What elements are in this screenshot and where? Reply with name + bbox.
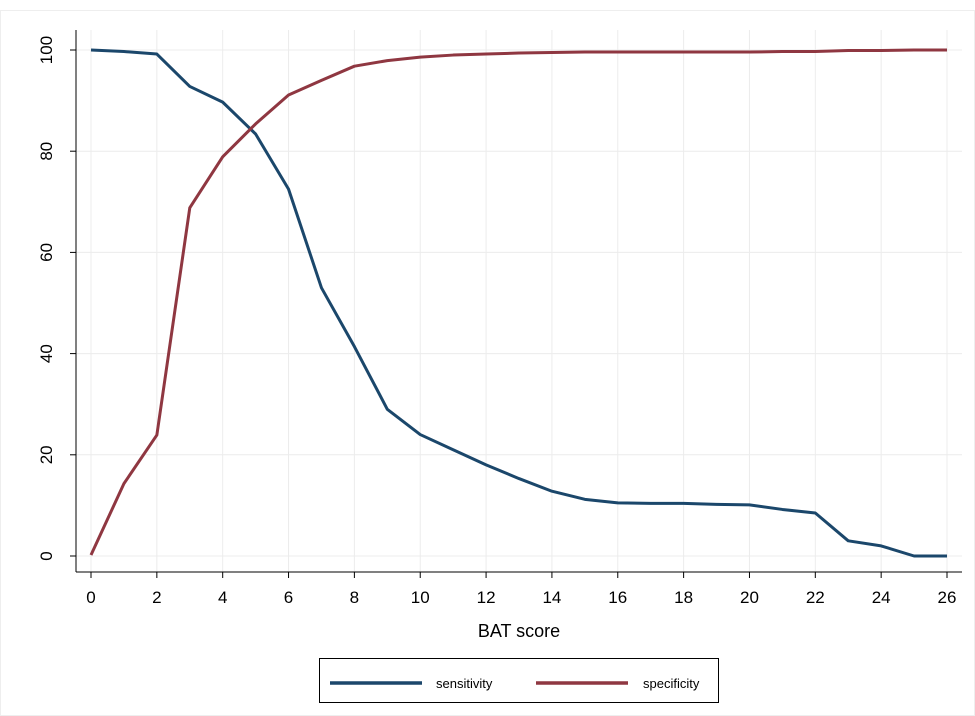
legend-box [319,658,719,703]
legend-label-sensitivity: sensitivity [436,676,493,691]
legend-label-specificity: specificity [643,676,700,691]
chart-outer-frame [0,10,975,716]
y-tick-label-20: 20 [37,445,56,464]
y-tick-label-60: 60 [37,243,56,262]
series-line-sensitivity [90,48,947,558]
x-tick-label-20: 20 [740,588,759,607]
x-tick-label-8: 8 [350,588,359,607]
x-tick-label-4: 4 [218,588,227,607]
y-tick-label-80: 80 [37,142,56,161]
x-tick-label-14: 14 [542,588,561,607]
y-tick-label-0: 0 [37,551,56,560]
x-tick-label-22: 22 [806,588,825,607]
x-tick-label-10: 10 [411,588,430,607]
x-tick-label-26: 26 [938,588,957,607]
x-tick-label-16: 16 [608,588,627,607]
y-tick-label-40: 40 [37,344,56,363]
x-tick-label-12: 12 [477,588,496,607]
x-tick-label-0: 0 [86,588,95,607]
series-line-specificity [89,48,947,556]
y-tick-label-100: 100 [37,36,56,64]
grid-lines [76,30,962,572]
x-tick-label-6: 6 [284,588,293,607]
legend: sensitivity specificity [319,658,719,703]
x-tick-label-2: 2 [152,588,161,607]
x-tick-label-24: 24 [872,588,891,607]
x-tick-label-18: 18 [674,588,693,607]
series-lines [89,48,947,558]
x-axis-title: BAT score [478,621,560,641]
